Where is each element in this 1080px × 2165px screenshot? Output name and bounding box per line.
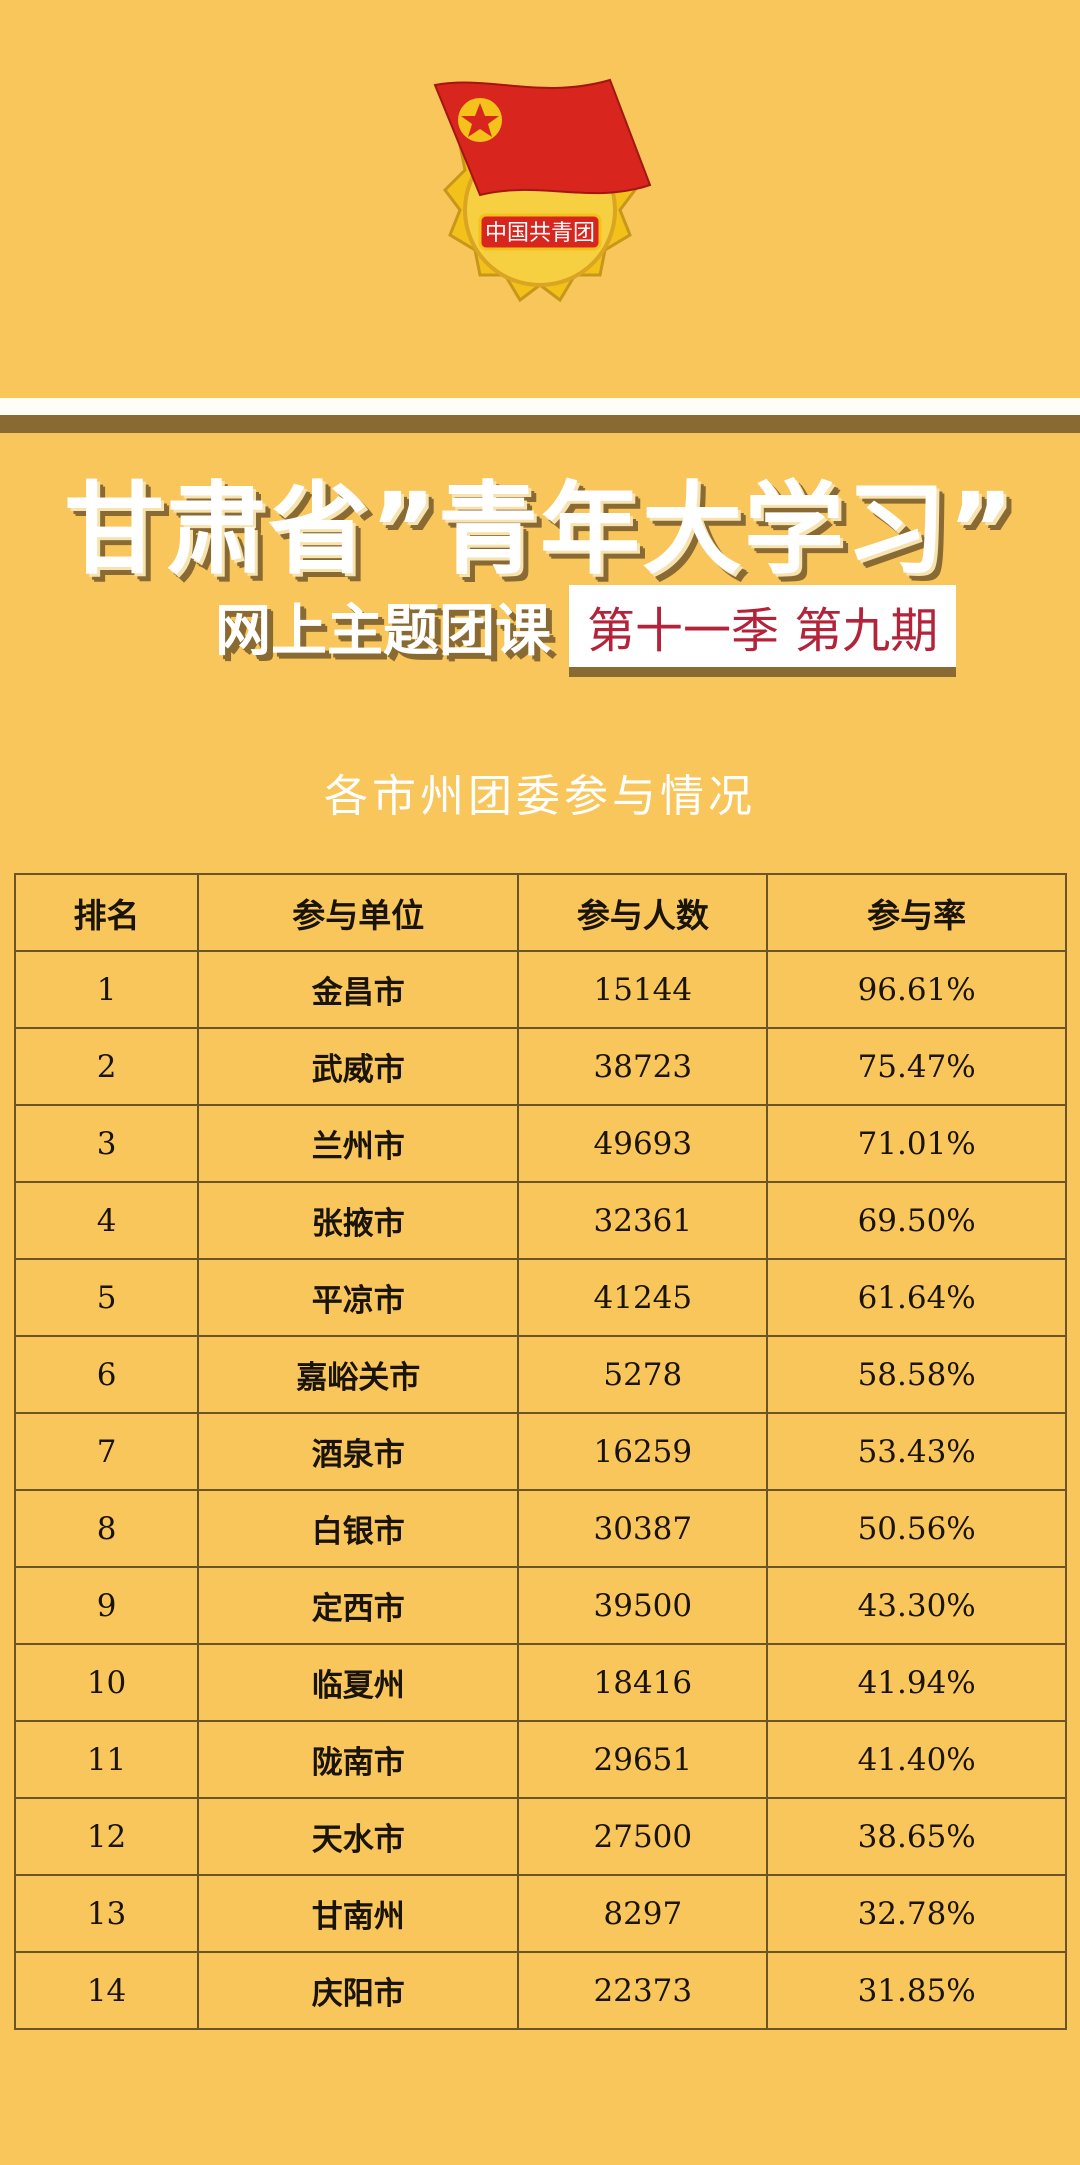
table-row: 13 甘南州 8297 32.78%: [13, 1874, 1067, 1953]
table-row: 2 武威市 38723 75.47%: [13, 1027, 1067, 1106]
rank-cell: 13: [13, 1874, 200, 1953]
unit-cell: 天水市: [197, 1797, 520, 1876]
subtitle-row: 网上主题团课 第十一季 第九期: [215, 585, 957, 667]
rate-cell: 58.58%: [766, 1335, 1067, 1414]
table-row: 14 庆阳市 22373 31.85%: [13, 1951, 1067, 2030]
unit-cell: 临夏州: [197, 1643, 520, 1722]
divider-band-brown: [0, 415, 1080, 433]
unit-cell: 白银市: [197, 1489, 520, 1568]
divider-band-white: [0, 398, 1080, 415]
rate-cell: 61.64%: [766, 1258, 1067, 1337]
rate-cell: 43.30%: [766, 1566, 1067, 1645]
logo-text: 中国共青团: [485, 221, 595, 246]
unit-cell: 张掖市: [197, 1181, 520, 1260]
table-row: 8 白银市 30387 50.56%: [13, 1489, 1067, 1568]
rank-cell: 14: [13, 1951, 200, 2030]
table-row: 5 平凉市 41245 61.64%: [13, 1258, 1067, 1337]
rate-cell: 50.56%: [766, 1489, 1067, 1568]
column-header: 参与率: [766, 873, 1067, 952]
rate-cell: 32.78%: [766, 1874, 1067, 1953]
count-cell: 18416: [517, 1643, 769, 1722]
rate-cell: 53.43%: [766, 1412, 1067, 1491]
subtitle: 网上主题团课: [215, 598, 551, 664]
rate-cell: 75.47%: [766, 1027, 1067, 1106]
count-cell: 15144: [517, 950, 769, 1029]
count-cell: 39500: [517, 1566, 769, 1645]
rate-cell: 38.65%: [766, 1797, 1067, 1876]
unit-cell: 陇南市: [197, 1720, 520, 1799]
count-cell: 5278: [517, 1335, 769, 1414]
rank-cell: 3: [13, 1104, 200, 1183]
count-cell: 30387: [517, 1489, 769, 1568]
count-cell: 29651: [517, 1720, 769, 1799]
season-badge: 第十一季 第九期: [569, 585, 957, 667]
unit-cell: 武威市: [197, 1027, 520, 1106]
rank-cell: 11: [13, 1720, 200, 1799]
rate-cell: 41.40%: [766, 1720, 1067, 1799]
rank-cell: 4: [13, 1181, 200, 1260]
rank-cell: 6: [13, 1335, 200, 1414]
rank-cell: 10: [13, 1643, 200, 1722]
table-row: 12 天水市 27500 38.65%: [13, 1797, 1067, 1876]
rank-cell: 7: [13, 1412, 200, 1491]
count-cell: 27500: [517, 1797, 769, 1876]
rank-cell: 8: [13, 1489, 200, 1568]
table-row: 3 兰州市 49693 71.01%: [13, 1104, 1067, 1183]
table-row: 11 陇南市 29651 41.40%: [13, 1720, 1067, 1799]
unit-cell: 金昌市: [197, 950, 520, 1029]
rank-cell: 5: [13, 1258, 200, 1337]
page-title: 甘肃省”青年大学习”: [64, 471, 1016, 588]
section-title: 各市州团委参与情况: [324, 771, 756, 822]
rate-cell: 71.01%: [766, 1104, 1067, 1183]
rate-cell: 41.94%: [766, 1643, 1067, 1722]
count-cell: 41245: [517, 1258, 769, 1337]
rate-cell: 31.85%: [766, 1951, 1067, 2030]
rate-cell: 69.50%: [766, 1181, 1067, 1260]
count-cell: 8297: [517, 1874, 769, 1953]
table-row: 6 嘉峪关市 5278 58.58%: [13, 1335, 1067, 1414]
unit-cell: 酒泉市: [197, 1412, 520, 1491]
rank-cell: 2: [13, 1027, 200, 1106]
count-cell: 38723: [517, 1027, 769, 1106]
unit-cell: 兰州市: [197, 1104, 520, 1183]
rank-cell: 1: [13, 950, 200, 1029]
column-header: 参与人数: [517, 873, 769, 952]
table-row: 9 定西市 39500 43.30%: [13, 1566, 1067, 1645]
youth-league-emblem-icon: 中国共青团: [433, 78, 652, 303]
table-row: 10 临夏州 18416 41.94%: [13, 1643, 1067, 1722]
table-row: 1 金昌市 15144 96.61%: [13, 950, 1067, 1029]
unit-cell: 平凉市: [197, 1258, 520, 1337]
unit-cell: 甘南州: [197, 1874, 520, 1953]
rank-cell: 9: [13, 1566, 200, 1645]
rate-cell: 96.61%: [766, 950, 1067, 1029]
table-row: 4 张掖市 32361 69.50%: [13, 1181, 1067, 1260]
participation-table: 排名 参与单位 参与人数 参与率 1 金昌市 15144 96.61% 2 武威市 38723 75…: [13, 873, 1067, 2030]
table-row: 7 酒泉市 16259 53.43%: [13, 1412, 1067, 1491]
unit-cell: 嘉峪关市: [197, 1335, 520, 1414]
column-header: 参与单位: [197, 873, 520, 952]
table-header-row: 排名 参与单位 参与人数 参与率: [13, 873, 1067, 952]
count-cell: 32361: [517, 1181, 769, 1260]
column-header: 排名: [13, 873, 200, 952]
unit-cell: 庆阳市: [197, 1951, 520, 2030]
count-cell: 49693: [517, 1104, 769, 1183]
count-cell: 16259: [517, 1412, 769, 1491]
rank-cell: 12: [13, 1797, 200, 1876]
unit-cell: 定西市: [197, 1566, 520, 1645]
count-cell: 22373: [517, 1951, 769, 2030]
